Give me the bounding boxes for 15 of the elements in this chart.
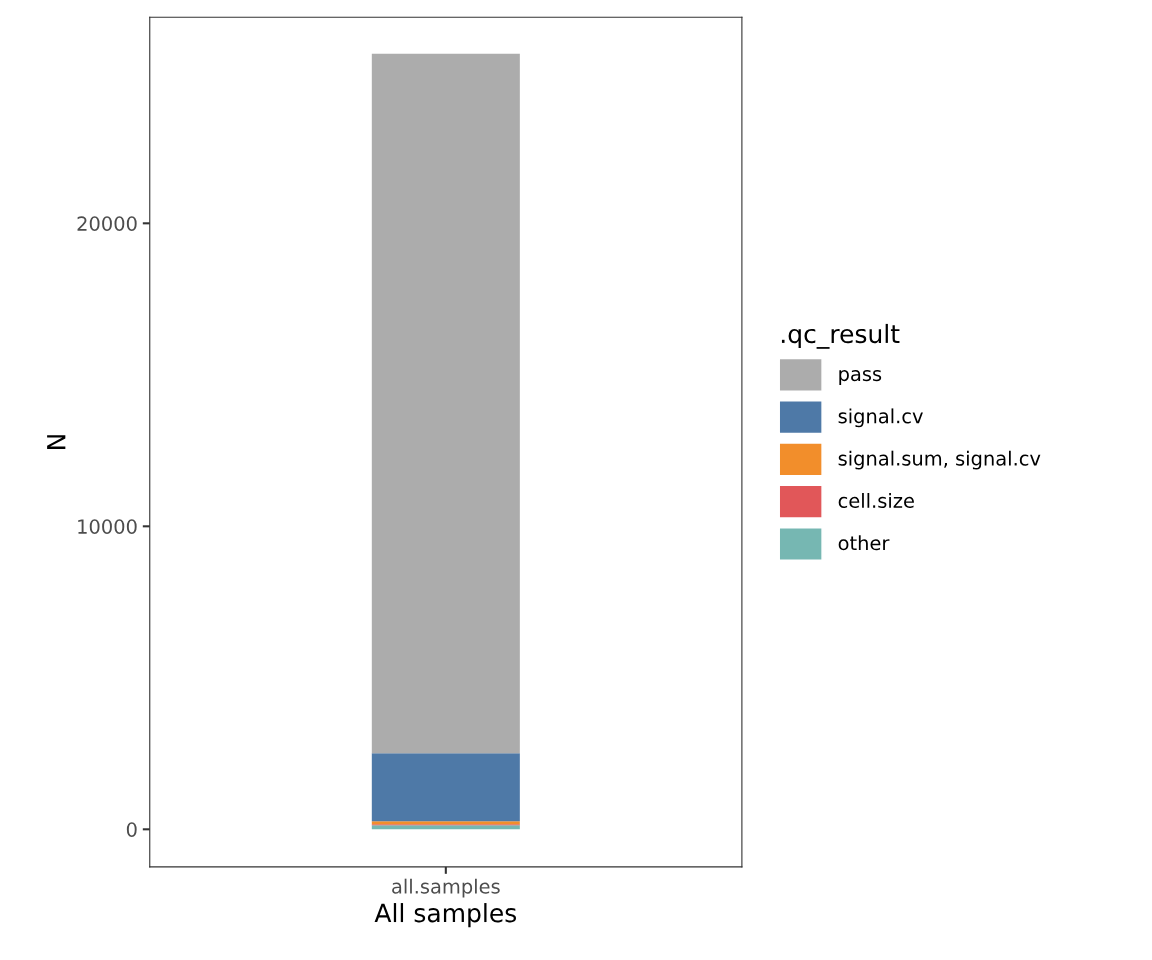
legend-label: signal.cv — [838, 408, 923, 428]
legend-label: signal.sum, signal.cv — [838, 450, 1041, 470]
legend-label: other — [838, 535, 890, 551]
x-tick-label: all.samples — [392, 878, 500, 898]
legend-label: cell.size — [838, 492, 914, 509]
x-axis-title: All samples — [374, 903, 517, 928]
bar — [371, 825, 520, 830]
y-tick-label: 10000 — [78, 519, 137, 534]
legend-label: pass — [839, 369, 882, 385]
bar — [371, 753, 520, 822]
y-axis-title: N — [47, 435, 66, 449]
bar — [371, 53, 520, 754]
y-tick-label: 0 — [126, 822, 137, 837]
y-tick-label: 20000 — [77, 216, 137, 231]
legend-title: .qc_result — [781, 323, 900, 349]
